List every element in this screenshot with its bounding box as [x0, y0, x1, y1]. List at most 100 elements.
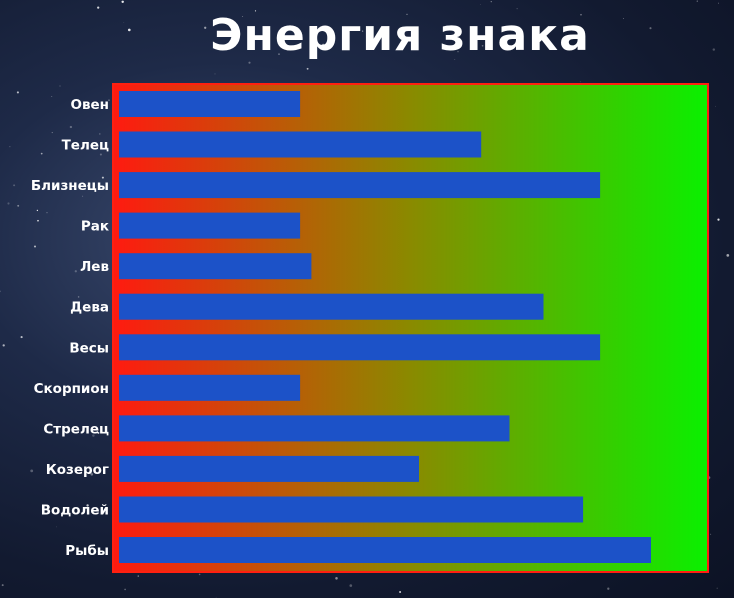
star: [87, 185, 89, 187]
star: [82, 195, 84, 197]
star: [580, 13, 582, 16]
category-label: Рак: [81, 219, 109, 235]
star: [90, 473, 94, 476]
star: [278, 53, 280, 55]
star: [87, 264, 90, 267]
star: [51, 132, 53, 134]
star: [579, 81, 581, 83]
star: [696, 0, 698, 2]
category-label: Весы: [69, 340, 109, 356]
star: [204, 26, 207, 29]
category-label: Водолей: [41, 503, 109, 519]
star: [92, 434, 95, 437]
star: [69, 125, 73, 129]
bar: [119, 172, 601, 199]
star: [30, 469, 34, 473]
star: [712, 48, 716, 51]
star: [335, 577, 338, 580]
star: [516, 8, 518, 10]
star: [454, 59, 456, 60]
star: [254, 10, 257, 12]
star: [123, 22, 125, 23]
star: [198, 573, 201, 576]
bar: [119, 212, 301, 239]
star: [214, 73, 216, 75]
plot-area-gradient: [112, 83, 709, 573]
star: [716, 587, 718, 589]
star: [306, 67, 309, 70]
category-label: Рыбы: [65, 543, 109, 559]
chart-title: Энергия знака: [210, 10, 590, 61]
star: [9, 146, 11, 148]
category-label: Дева: [70, 300, 109, 316]
star: [59, 85, 61, 87]
star: [361, 30, 364, 32]
star: [97, 6, 100, 9]
star: [16, 91, 19, 94]
star: [623, 18, 625, 19]
category-label: Телец: [62, 138, 109, 154]
bar: [119, 496, 584, 523]
star: [248, 61, 251, 64]
bar: [119, 455, 419, 482]
category-label: Козерог: [46, 462, 109, 478]
star: [127, 28, 131, 32]
star: [406, 13, 408, 16]
bar: [119, 253, 312, 280]
star: [710, 533, 712, 535]
star: [7, 202, 10, 205]
star: [40, 152, 43, 155]
star: [17, 204, 20, 207]
star: [108, 99, 110, 101]
star: [649, 27, 652, 30]
bar: [119, 537, 651, 563]
star: [56, 526, 57, 528]
star: [321, 43, 325, 47]
star: [77, 296, 80, 298]
category-label: Скорпион: [34, 381, 109, 397]
star: [481, 44, 484, 47]
star: [99, 153, 102, 156]
star: [399, 591, 402, 593]
star: [121, 0, 124, 4]
star: [124, 588, 126, 591]
star: [717, 218, 720, 221]
bar: [119, 374, 301, 401]
star: [46, 212, 48, 214]
bar: [119, 334, 601, 361]
bar: [119, 131, 482, 158]
star: [607, 587, 610, 590]
star: [242, 16, 244, 17]
star: [1, 584, 4, 587]
category-label: Овен: [70, 97, 109, 113]
star: [349, 584, 353, 587]
star: [101, 176, 104, 179]
star: [215, 596, 217, 598]
star: [13, 184, 16, 187]
star: [457, 50, 459, 53]
star: [86, 504, 89, 507]
star: [36, 209, 39, 212]
star: [74, 270, 77, 273]
star: [33, 245, 37, 248]
star: [97, 431, 100, 434]
star: [726, 254, 730, 257]
star: [137, 575, 139, 577]
star: [490, 1, 492, 3]
star: [37, 219, 39, 222]
category-label: Близнецы: [31, 178, 109, 194]
star: [718, 2, 720, 4]
star: [20, 336, 23, 339]
star: [714, 105, 716, 107]
star: [479, 4, 481, 5]
bar: [119, 91, 301, 117]
star: [315, 39, 317, 41]
star: [51, 96, 53, 97]
star: [99, 133, 101, 135]
star: [0, 290, 1, 293]
category-label: Стрелец: [43, 421, 109, 437]
star: [2, 344, 5, 347]
category-label: Лев: [80, 259, 109, 275]
bar: [119, 293, 544, 320]
